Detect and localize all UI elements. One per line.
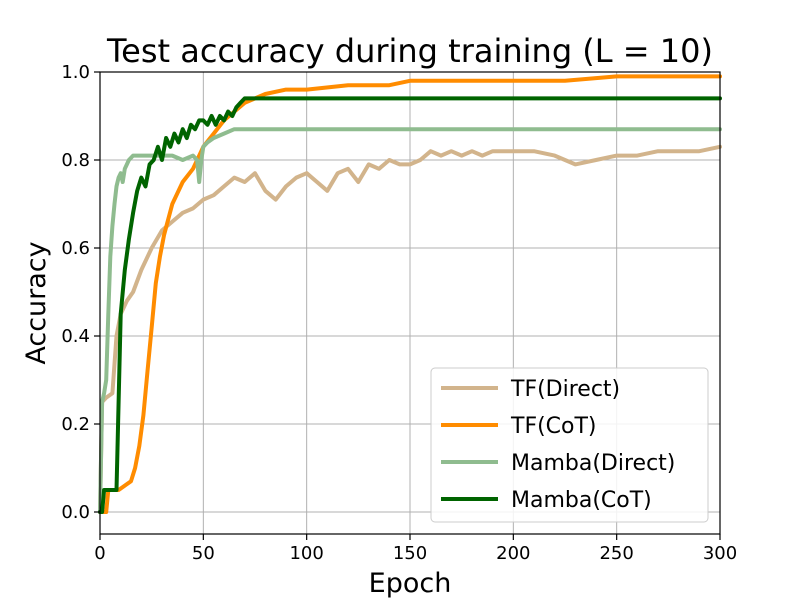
chart-title: Test accuracy during training (L = 10) (106, 32, 713, 70)
legend-box (430, 367, 709, 523)
x-tick-label: 100 (289, 543, 323, 564)
legend-label-mamba-direct: Mamba(Direct) (511, 451, 675, 476)
x-tick-label: 150 (393, 543, 427, 564)
y-tick-label: 0.2 (61, 414, 90, 435)
x-tick-label: 50 (192, 543, 215, 564)
y-tick-label: 1.0 (61, 62, 90, 83)
y-axis-label: Accuracy (21, 241, 52, 364)
x-tick-label: 250 (599, 543, 633, 564)
legend-label-tf-cot: TF(CoT) (510, 414, 597, 439)
series-line-mamba-cot (98, 96, 722, 514)
series-lines (98, 74, 722, 514)
series-line-tf-cot (98, 74, 722, 514)
legend: TF(Direct) TF(CoT) Mamba(Direct) Mamba(CoT) (430, 367, 709, 523)
y-tick-label: 0.0 (61, 502, 90, 523)
x-tick-label: 300 (703, 543, 737, 564)
y-tick-label: 0.4 (61, 326, 90, 347)
y-tick-label: 0.6 (61, 238, 90, 259)
x-axis-label: Epoch (369, 568, 452, 599)
legend-label-mamba-cot: Mamba(CoT) (511, 488, 652, 513)
x-tick-label: 0 (94, 543, 105, 564)
series-line-tf-direct (98, 144, 722, 514)
grid-lines (99, 71, 721, 534)
legend-label-tf-direct: TF(Direct) (510, 377, 620, 402)
series-line-mamba-direct (98, 127, 722, 514)
axis-ticks: 0 50 100 150 200 250 300 0.0 0.2 0.4 0.6 0.8 1.0 (61, 62, 737, 564)
x-tick-label: 200 (496, 543, 530, 564)
y-tick-label: 0.8 (61, 150, 90, 171)
